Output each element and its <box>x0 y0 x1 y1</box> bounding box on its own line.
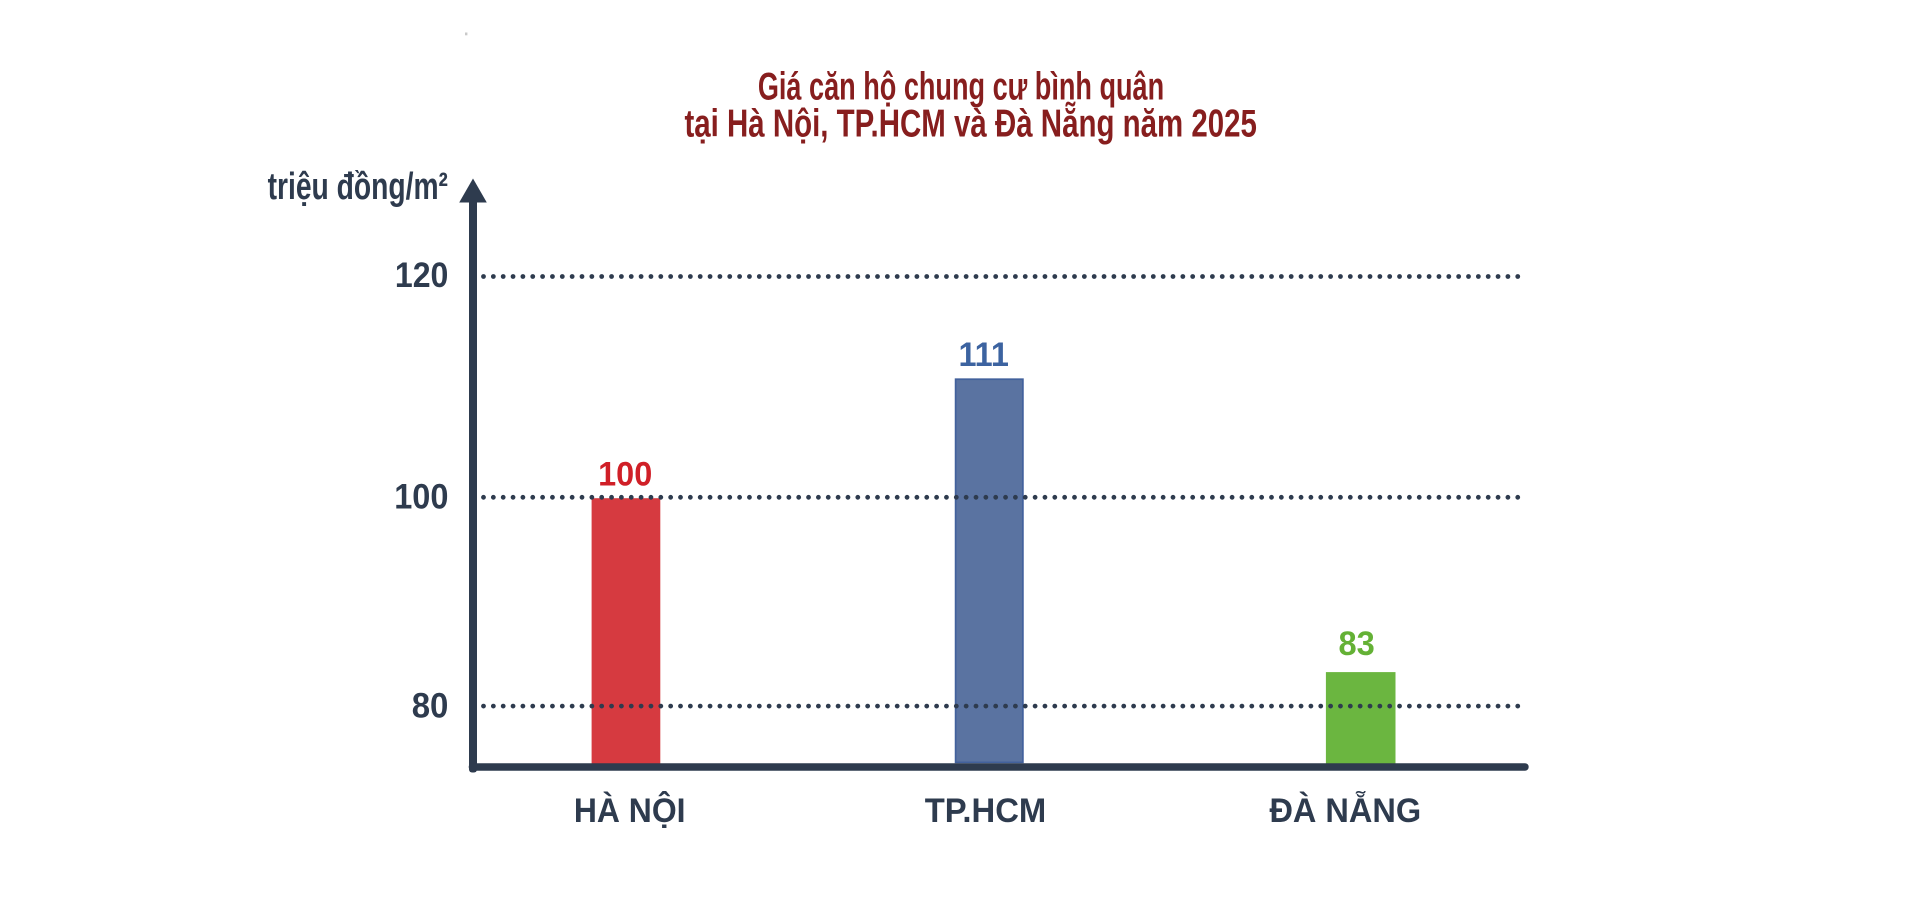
svg-text:tại Hà Nội, TP.HCM và Đà Nẵng: tại Hà Nội, TP.HCM và Đà Nẵng năm 2025 <box>684 101 1257 145</box>
svg-text:TP.HCM: TP.HCM <box>925 792 1047 830</box>
svg-text:ĐÀ NẴNG: ĐÀ NẴNG <box>1269 790 1421 830</box>
svg-text:HÀ NỘI: HÀ NỘI <box>574 790 686 830</box>
svg-text:120: 120 <box>395 255 449 295</box>
svg-text:83: 83 <box>1338 625 1374 663</box>
svg-text:Giá căn hộ chung cư bình quân: Giá căn hộ chung cư bình quân <box>758 65 1164 108</box>
svg-text:triệu đồng/m²: triệu đồng/m² <box>268 166 448 208</box>
svg-text:111: 111 <box>958 336 1009 374</box>
svg-text:80: 80 <box>412 686 449 726</box>
svg-text:100: 100 <box>394 476 448 516</box>
svg-text:100: 100 <box>598 455 652 493</box>
